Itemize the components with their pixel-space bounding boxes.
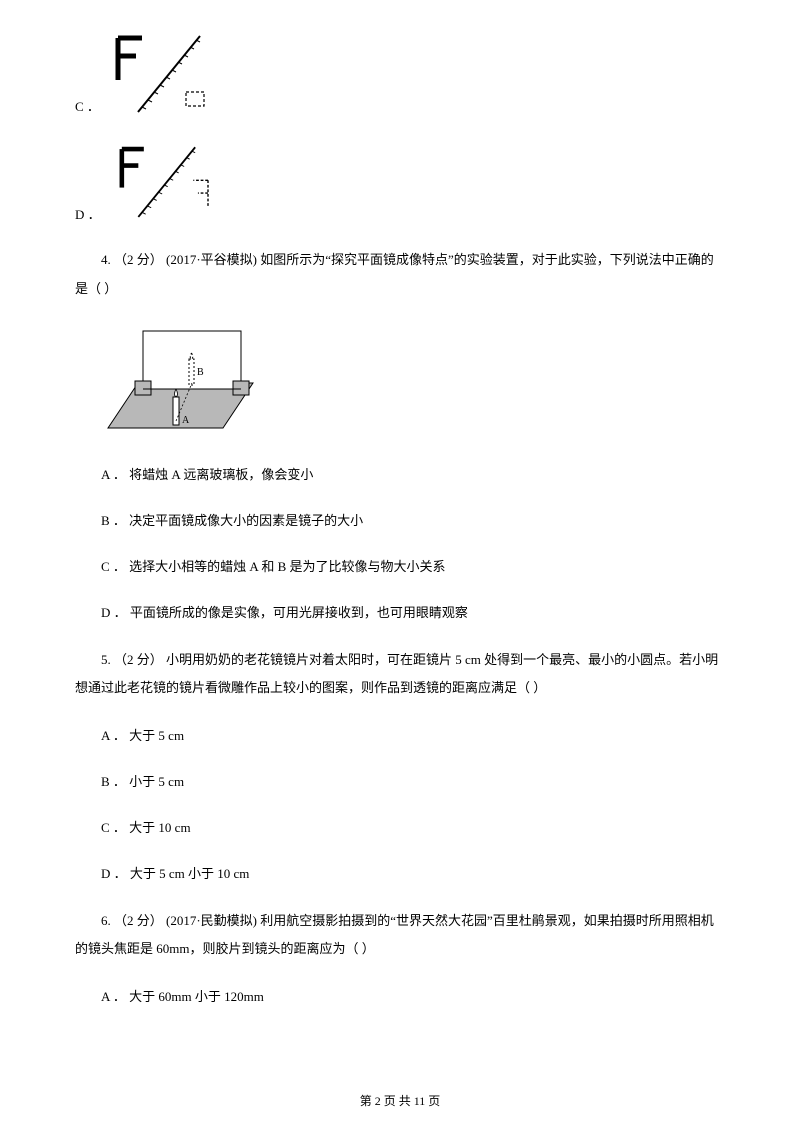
- q5-stem: 5. （2 分） 小明用奶奶的老花镜镜片对着太阳时，可在距镜片 5 cm 处得到…: [75, 646, 725, 703]
- q5-option-d: D ． 大于 5 cm 小于 10 cm: [75, 861, 725, 887]
- q5-option-c: C ． 大于 10 cm: [75, 815, 725, 841]
- q6-option-a: A ． 大于 60mm 小于 120mm: [75, 984, 725, 1010]
- letter-f-object: [118, 38, 142, 80]
- q4-option-a: A ． 将蜡烛 A 远离玻璃板，像会变小: [75, 462, 725, 488]
- figure-option-c: [108, 30, 218, 120]
- letter-f-image: [193, 180, 208, 208]
- letter-f-object: [121, 149, 143, 188]
- mirror-hatching: [142, 40, 200, 109]
- mirror-hatching: [142, 151, 195, 214]
- q5-option-b: B ． 小于 5 cm: [75, 769, 725, 795]
- page-footer: 第 2 页 共 11 页: [0, 1092, 800, 1110]
- letter-f-image: [186, 92, 204, 106]
- q6-stem: 6. （2 分） (2017·民勤模拟) 利用航空摄影拍摄到的“世界天然大花园”…: [75, 907, 725, 964]
- figure-option-d: [109, 138, 219, 228]
- option-d-row: D ．: [75, 138, 725, 228]
- option-d-label: D ．: [75, 205, 101, 229]
- q4-option-b: B ． 决定平面镜成像大小的因素是镜子的大小: [75, 508, 725, 534]
- q4-option-c: C ． 选择大小相等的蜡烛 A 和 B 是为了比较像与物大小关系: [75, 554, 725, 580]
- option-c-row: C ．: [75, 30, 725, 120]
- q4-stem: 4. （2 分） (2017·平谷模拟) 如图所示为“探究平面镜成像特点”的实验…: [75, 246, 725, 303]
- svg-text:A: A: [182, 415, 190, 426]
- candle-b-label: B: [197, 367, 204, 378]
- option-c-label: C ．: [75, 97, 100, 121]
- q5-option-a: A ． 大于 5 cm: [75, 723, 725, 749]
- table-plate: [108, 383, 253, 428]
- q4-option-d: D ． 平面镜所成的像是实像，可用光屏接收到，也可用眼睛观察: [75, 600, 725, 626]
- q4-figure: A B: [103, 323, 725, 444]
